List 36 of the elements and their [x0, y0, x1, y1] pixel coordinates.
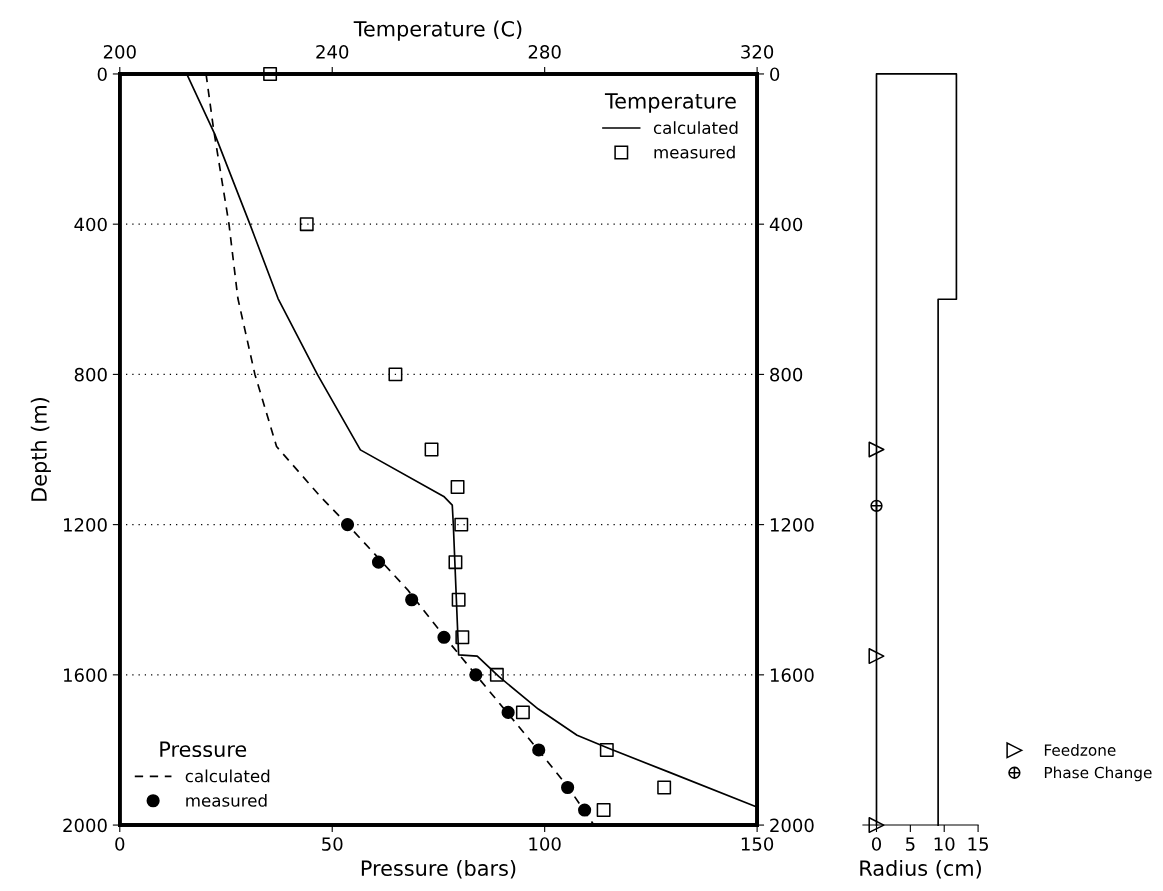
x2-tick-label: 240 [316, 44, 349, 59]
legend-label: Feedzone [1044, 744, 1116, 756]
x2-tick-label: 200 [103, 44, 136, 59]
text: Pressure [160, 741, 247, 758]
x2-axis-title: Temperature (C) [353, 20, 522, 41]
x-axis-title: Pressure (bars) [361, 859, 516, 879]
y2-tick-label: 400 [769, 217, 803, 232]
legend-label: measured [186, 793, 267, 807]
legend-label: calculated [185, 769, 270, 783]
x2-tick-label: 280 [528, 44, 561, 59]
y-axis-title: Depth (m) [30, 397, 51, 501]
y2-tick-label: 800 [770, 367, 803, 382]
y-tick-label: 0 [97, 67, 107, 82]
x-axis-title: Radius (cm) [860, 859, 981, 879]
legend-label: calculated [653, 121, 738, 135]
x-tick-label: 15 [968, 837, 988, 851]
y-tick-label: 1600 [64, 668, 107, 682]
x-tick-label: 50 [322, 837, 343, 851]
y2-tick-label: 1200 [770, 518, 814, 532]
x2-tick-label: 320 [741, 44, 774, 59]
y-tick-label: 2000 [63, 818, 107, 833]
legend-label: Phase Change [1044, 766, 1152, 782]
x-tick-label: 150 [741, 837, 774, 851]
y2-tick-label: 2000 [770, 818, 814, 833]
x-tick-label: 5 [906, 837, 915, 851]
y-tick-label: 1200 [64, 518, 107, 532]
x-tick-label: 0 [871, 837, 882, 851]
y-tick-label: 800 [74, 367, 107, 382]
y-tick-label: 400 [74, 217, 107, 232]
text: Temperature [604, 93, 736, 113]
legend-label: measured [654, 145, 735, 159]
x-tick-label: 0 [115, 837, 125, 851]
y2-tick-label: 0 [770, 67, 780, 82]
y2-tick-label: 1600 [770, 668, 814, 682]
x-tick-label: 100 [529, 837, 561, 851]
x-tick-label: 10 [934, 837, 955, 851]
